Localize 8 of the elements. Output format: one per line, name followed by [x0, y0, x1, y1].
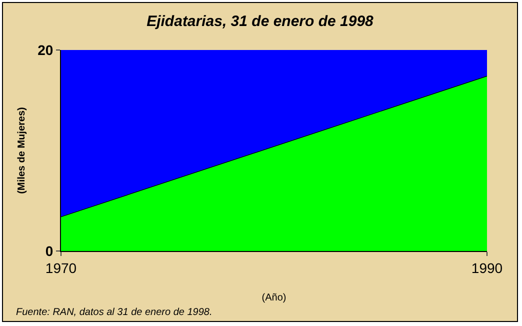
x-axis-title: (Año): [262, 292, 286, 304]
source-note: Fuente: RAN, datos al 31 de enero de 1998.: [16, 307, 212, 318]
y-axis-title: (Miles de Mujeres): [16, 107, 28, 194]
chart-title: Ejidatarias, 31 de enero de 1998: [146, 13, 374, 30]
y-tick-label: 20: [38, 42, 54, 58]
x-tick-label: 1990: [471, 260, 503, 276]
x-tick-label: 1970: [45, 260, 77, 276]
y-tick-label: 0: [45, 242, 54, 259]
